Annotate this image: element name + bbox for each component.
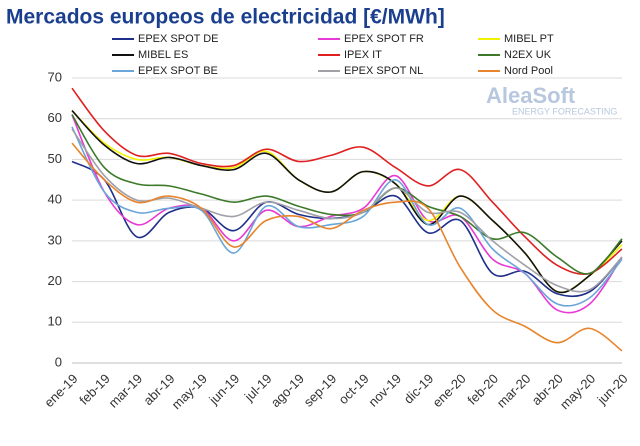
legend-label: EPEX SPOT NL — [344, 65, 423, 77]
x-tick-label: ago-19 — [268, 371, 307, 410]
x-tick-label: ene-19 — [41, 371, 80, 410]
x-tick-label: ene-20 — [430, 371, 469, 410]
legend-label: EPEX SPOT BE — [138, 65, 218, 77]
x-tick-label: sep-19 — [301, 371, 340, 410]
series-line — [71, 110, 623, 294]
legend-label: Nord Pool — [504, 65, 553, 77]
y-tick-label: 60 — [48, 110, 62, 125]
series-line — [71, 114, 623, 314]
legend-label: MIBEL PT — [504, 33, 554, 45]
x-tick-label: nov-19 — [365, 371, 404, 410]
watermark-subtitle: ENERGY FORECASTING — [512, 106, 617, 116]
x-tick-label: mar-19 — [106, 371, 146, 411]
chart-title: Mercados europeos de electricidad [€/MWh… — [6, 6, 445, 29]
series-line — [71, 110, 623, 294]
x-tick-label: mar-20 — [494, 371, 534, 411]
series-line — [71, 142, 623, 352]
x-tick-label: oct-19 — [336, 371, 372, 407]
y-tick-label: 0 — [55, 354, 62, 369]
watermark: AleaSoft — [486, 83, 576, 108]
legend-label: MIBEL ES — [138, 49, 188, 61]
series-line — [71, 128, 623, 293]
y-tick-label: 10 — [48, 314, 62, 329]
y-tick-label: 40 — [48, 192, 62, 207]
x-tick-label: may-19 — [169, 371, 210, 412]
y-tick-label: 50 — [48, 151, 62, 166]
y-tick-label: 70 — [48, 69, 62, 84]
legend-label: EPEX SPOT FR — [344, 33, 424, 45]
x-tick-label: jun-20 — [594, 371, 631, 408]
y-tick-label: 20 — [48, 273, 62, 288]
series-line — [71, 87, 623, 275]
y-tick-label: 30 — [48, 232, 62, 247]
legend-label: N2EX UK — [504, 49, 552, 61]
legend-label: EPEX SPOT DE — [138, 33, 219, 45]
series-line — [71, 114, 623, 275]
x-tick-label: may-20 — [557, 371, 598, 412]
x-tick-label: jun-19 — [205, 371, 242, 408]
legend-label: IPEX IT — [344, 49, 382, 61]
